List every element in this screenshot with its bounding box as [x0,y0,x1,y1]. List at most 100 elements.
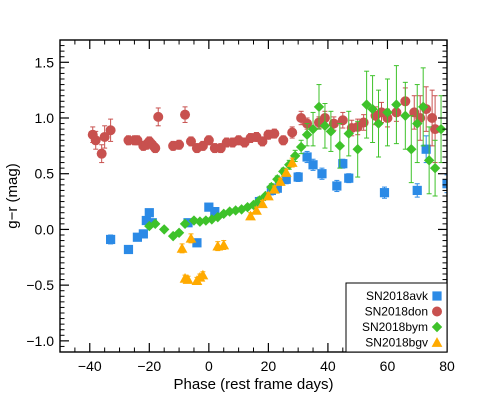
data-point-sn2018bym [412,118,423,129]
data-point-sn2018avk [332,181,342,191]
y-tick-label: −1.0 [26,333,54,349]
data-point-sn2018don [203,135,214,146]
data-point-sn2018don [105,125,116,136]
x-axis-title: Phase (rest frame days) [173,376,333,393]
data-point-sn2018avk [141,215,151,226]
data-point-sn2018don [287,127,298,138]
data-point-sn2018bgv [182,274,194,284]
data-point-sn2018bym [343,128,354,139]
legend-marker-sn2018bym [431,321,443,333]
data-point-sn2018bym [400,110,411,121]
data-point-sn2018don [430,124,441,135]
legend-box [345,282,448,353]
data-point-sn2018avk [317,169,327,179]
x-tick-label: 40 [320,358,336,374]
data-point-sn2018don [180,109,191,120]
data-point-sn2018don [358,117,369,128]
series-sn2018avk [106,135,447,255]
tick-layer: −40 −20 0 20 40 60 80 −1.0 −0.5 0.0 0.5 1.0 1.5 [26,39,455,374]
data-point-sn2018bym [391,99,402,110]
data-point-sn2018bgv [274,176,286,186]
data-point-sn2018bym [429,162,441,174]
y-tick-label: 0.5 [35,166,55,182]
data-point-sn2018bym [435,123,447,135]
data-point-sn2018don [257,136,268,147]
y-axis-title: g−r (mag) [4,163,21,228]
data-point-sn2018bym [158,224,170,235]
data-point-sn2018bgv [218,239,230,250]
data-point-sn2018bym [179,218,191,230]
data-point-sn2018bym [230,205,241,216]
data-point-sn2018bym [423,155,435,166]
data-layer [87,65,447,286]
data-point-sn2018bgv [268,183,280,194]
data-point-sn2018don [427,113,438,123]
x-tick-label: 0 [205,358,213,374]
series-sn2018bgv [176,157,298,286]
data-point-sn2018bym [373,118,384,129]
data-point-sn2018avk [442,179,447,189]
x-tick-label: −20 [137,358,161,374]
data-point-sn2018avk [204,202,214,212]
data-point-sn2018avk [344,173,354,183]
data-point-sn2018don [278,135,289,146]
data-point-sn2018avk [302,152,312,162]
data-point-sn2018avk [106,234,116,245]
data-point-sn2018avk [338,159,348,169]
legend-label: SN2018bgv [365,336,428,350]
x-tick-label: 60 [380,358,396,374]
data-point-sn2018don [90,135,101,146]
data-point-sn2018bym [173,227,185,238]
data-point-sn2018bgv [280,167,292,177]
legend-label: SN2018avk [366,289,429,303]
data-point-sn2018avk [192,238,202,248]
data-point-sn2018avk [138,229,148,239]
data-point-sn2018bym [278,166,289,177]
data-point-sn2018bym [313,101,325,113]
data-point-sn2018bgv [197,269,209,280]
data-point-sn2018bym [188,215,200,226]
data-point-sn2018bym [361,99,372,110]
data-point-sn2018bgv [257,198,268,209]
data-point-sn2018avk [144,208,154,218]
data-point-sn2018bym [406,144,417,155]
data-point-sn2018don [99,131,110,142]
legend-marker-sn2018bgv [431,337,443,347]
data-point-sn2018don [150,143,161,154]
data-point-sn2018bgv [262,190,274,201]
series-sn2018bym [144,65,447,242]
data-point-sn2018bgv [251,205,262,215]
data-point-sn2018bym [307,123,319,135]
y-tick-label: 0.0 [35,221,55,237]
data-point-sn2018bgv [176,242,188,253]
data-point-sn2018avk [281,174,291,184]
data-point-sn2018don [174,139,185,150]
data-point-sn2018avk [421,144,431,154]
data-point-sn2018don [337,115,348,126]
legend-label: SN2018don [365,305,428,319]
data-point-sn2018avk [210,207,220,217]
data-point-sn2018don [269,128,280,139]
y-tick-label: −0.5 [26,277,54,293]
data-point-sn2018avk [308,160,318,170]
data-point-sn2018bym [319,120,331,131]
data-point-sn2018avk [272,183,282,193]
data-point-sn2018bym [352,144,363,155]
legend-marker-sn2018don [432,306,442,317]
data-point-sn2018bgv [185,232,197,243]
y-tick-label: 1.5 [35,54,55,70]
data-point-sn2018avk [132,232,142,242]
data-point-sn2018avk [379,188,390,198]
data-point-sn2018don [153,111,164,122]
legend-marker-sn2018avk [432,291,442,301]
data-point-sn2018bym [236,204,247,215]
data-point-sn2018bym [301,129,313,140]
data-point-sn2018avk [123,244,134,255]
data-point-sn2018don [96,148,107,159]
data-point-sn2018bym [367,103,378,115]
data-point-sn2018bym [167,230,179,242]
data-point-sn2018bym [150,218,161,230]
data-point-sn2018don [185,136,196,147]
